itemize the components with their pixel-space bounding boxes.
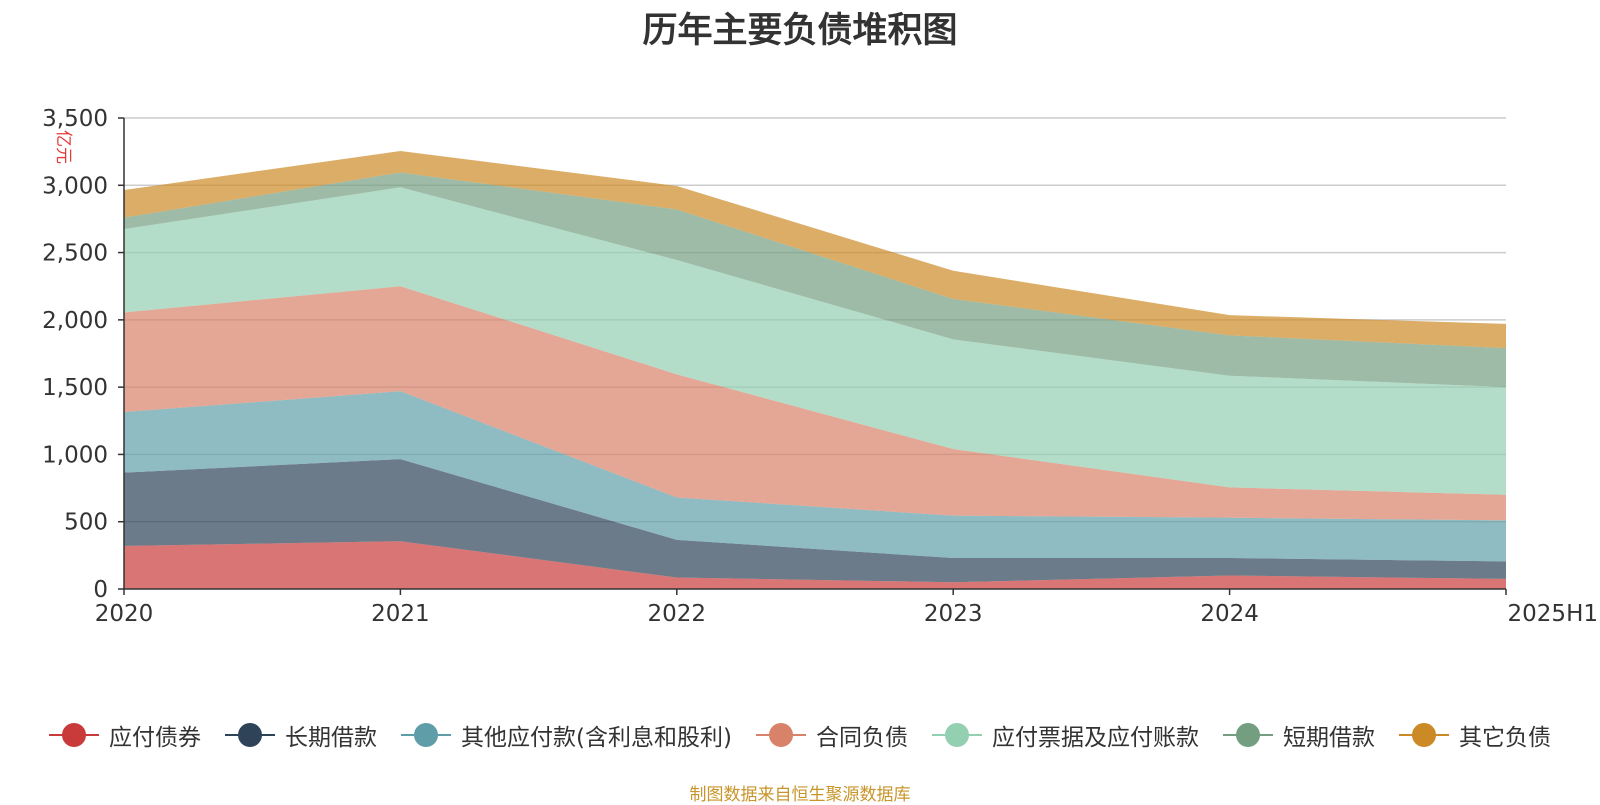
legend-marker-icon [931,723,982,747]
x-tick-label: 2025H1 [1508,601,1598,627]
legend-label: 应付债券 [109,725,202,751]
legend-label: 短期借款 [1282,725,1375,751]
legend-marker-icon [755,723,806,747]
area-series-5[interactable] [124,187,1506,495]
y-tick-label: 1,000 [42,442,108,468]
stacked-area-chart: 0 500 1,000 1,500 2,000 2,500 3,000 3,500 2020 20… [42,106,1598,627]
x-tick-label: 2023 [924,601,983,627]
legend-label: 其它负债 [1458,725,1551,751]
legend-marker-icon [401,723,452,747]
legend-item-7[interactable]: 其它负债 [1398,718,1551,752]
area-series-3[interactable] [124,391,1506,562]
axes: 0 500 1,000 1,500 2,000 2,500 3,000 3,500 2020 20… [42,106,1598,627]
x-tick-label: 2021 [371,601,430,627]
legend-item-3[interactable]: 其他应付款(含利息和股利) [401,718,732,752]
chart-title: 历年主要负债堆积图 [642,11,958,51]
x-tick-label: 2022 [648,601,707,627]
source-note: 制图数据来自恒生聚源数据库 [689,785,911,805]
legend-item-5[interactable]: 应付票据及应付账款 [931,718,1199,752]
y-tick-label: 0 [93,577,108,603]
area-series-7[interactable] [124,150,1506,349]
legend-item-6[interactable]: 短期借款 [1222,718,1375,752]
legend-item-2[interactable]: 长期借款 [225,718,377,752]
y-tick-label: 500 [64,510,108,536]
legend-marker-icon [1222,723,1273,747]
legend-marker-icon [49,723,100,747]
area-series-4[interactable] [124,286,1506,521]
area-series-6[interactable] [124,172,1506,388]
x-tick-label: 2020 [95,601,154,627]
legend-label: 合同负债 [815,725,908,751]
legend-item-1[interactable]: 应付债券 [49,718,201,752]
y-tick-label: 1,500 [42,375,108,401]
legend-label: 应付票据及应付账款 [991,725,1199,751]
y-axis-unit-label: 亿元 [53,130,73,164]
y-tick-label: 2,500 [42,241,108,267]
legend-marker-icon [1398,723,1449,747]
y-tick-label: 2,000 [42,308,108,334]
area-series-2[interactable] [124,459,1506,583]
y-tick-label: 3,000 [42,173,108,199]
area-series-group [124,150,1506,589]
legend-label: 长期借款 [285,725,378,751]
x-tick-label: 2024 [1200,601,1259,627]
area-series-1[interactable] [124,541,1506,589]
legend-item-4[interactable]: 合同负债 [755,718,908,752]
legend: 应付债券 长期借款 其他应付款(含利息和股利) 合同负债 应付票据及应付账款 短期借款 其它… [0,718,1600,752]
legend-marker-icon [225,723,276,747]
y-tick-label: 3,500 [42,106,108,132]
legend-label: 其他应付款(含利息和股利) [461,725,732,751]
